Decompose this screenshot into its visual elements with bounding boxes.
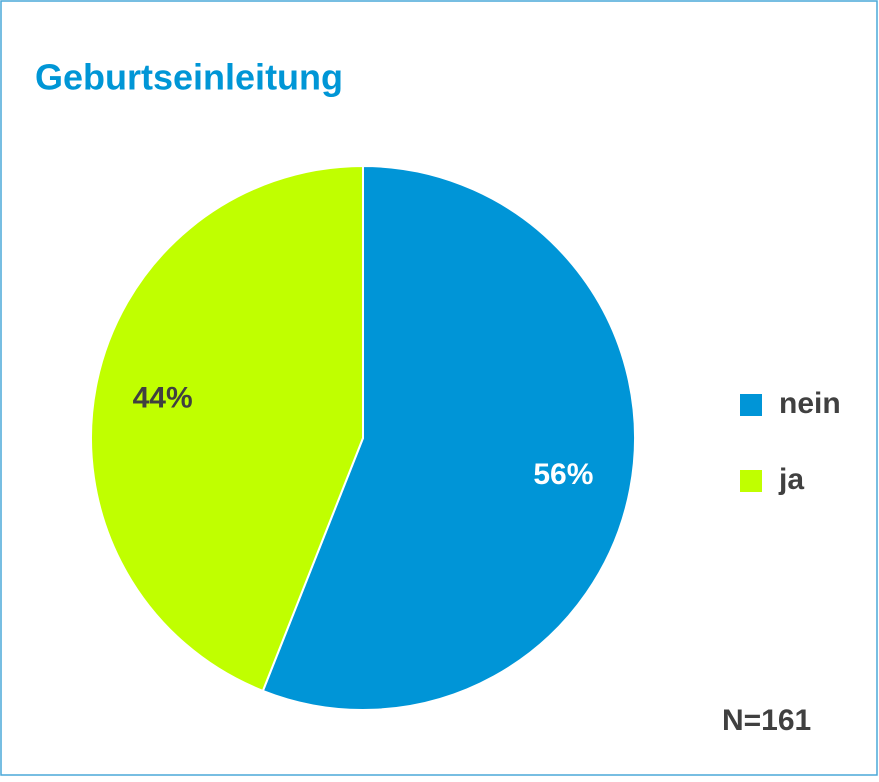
legend-swatch — [740, 470, 762, 492]
data-label: 44% — [133, 382, 193, 415]
legend-swatch — [740, 394, 762, 416]
chart-title: Geburtseinleitung — [35, 57, 343, 98]
data-label: 56% — [533, 458, 593, 491]
legend-label: nein — [779, 387, 841, 420]
pie-slice — [90, 164, 364, 693]
pie-slice — [261, 164, 636, 711]
legend-label: ja — [778, 463, 804, 496]
annotation: N=161 — [722, 704, 811, 737]
